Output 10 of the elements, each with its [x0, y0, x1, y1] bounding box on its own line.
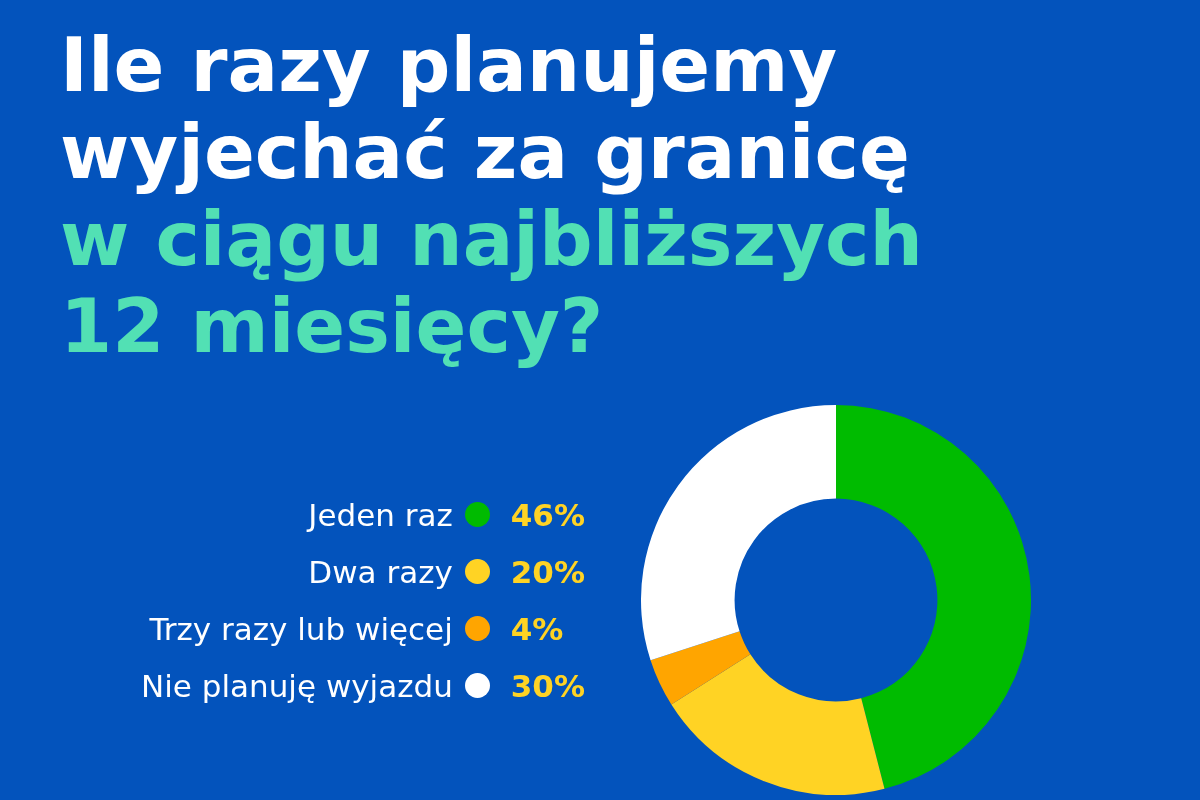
data-label: 4% — [510, 609, 565, 648]
legend-label: Dwa razy — [307, 552, 453, 591]
legend-label: Nie planuję wyjazdu — [141, 666, 453, 705]
data-label: 46% — [510, 495, 585, 534]
legend-label: Jeden raz — [305, 495, 453, 534]
data-label: 30% — [510, 666, 585, 705]
chart-subtitle: w ciągu najbliższych 12 miesięcy? — [60, 195, 924, 370]
data-label: 20% — [510, 552, 585, 591]
chart-title: Ile razy planujemy wyjechać za granicę — [60, 21, 911, 196]
legend-label: Trzy razy lub więcej — [148, 609, 453, 648]
